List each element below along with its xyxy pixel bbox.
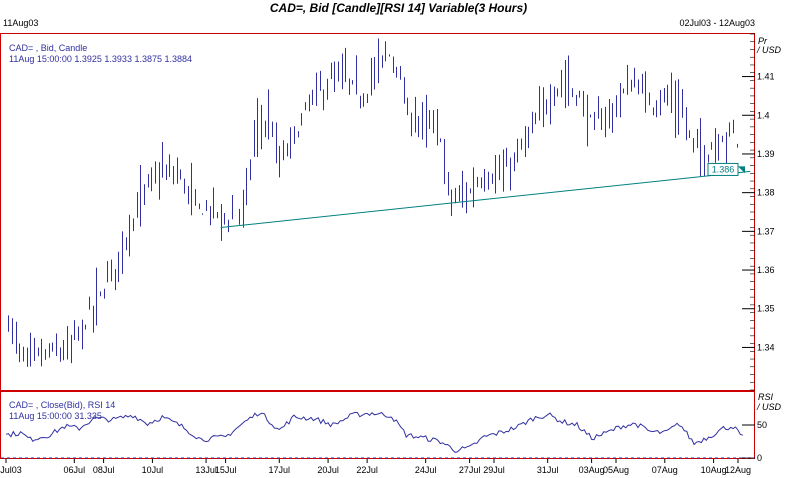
rsi-axis-tick-label: 0 (757, 453, 762, 463)
x-axis-tick-label: 10Aug (701, 465, 727, 475)
x-axis-tick-label: 05Aug (603, 465, 629, 475)
x-axis-tick-label: 06Jul (64, 465, 86, 475)
price-axis-tick-label: 1.37 (757, 226, 775, 236)
x-axis-tick-label: 03Aug (579, 465, 605, 475)
price-axis-tick-label: 1.34 (757, 342, 775, 352)
x-axis-tick-label: 20Jul (317, 465, 339, 475)
x-axis-tick-label: 17Jul (269, 465, 291, 475)
rsi-axis-tick-label: 50 (757, 420, 767, 430)
rsi-panel[interactable]: CAD= , Close(Bid), RSI 14 11Aug 15:00:00… (0, 391, 755, 459)
price-panel[interactable]: CAD= , Bid, Candle 11Aug 15:00:00 1.3925… (0, 33, 755, 391)
x-axis-tick-label: 27Jul (459, 465, 481, 475)
x-axis-tick-label: 15Jul (215, 465, 237, 475)
price-unit-line2: / USD (757, 45, 782, 55)
x-axis-tick-label: 10Jul (142, 465, 164, 475)
price-axis-tick-label: 1.36 (757, 265, 775, 275)
date-range-label: 02Jul03 - 12Aug03 (679, 18, 755, 28)
x-axis-tick-label: 07Aug (652, 465, 678, 475)
chart-title: CAD=, Bid [Candle][RSI 14] Variable(3 Ho… (269, 1, 528, 15)
current-date-label: 11Aug03 (3, 18, 39, 28)
price-legend-series: CAD= , Bid, Candle (9, 43, 88, 53)
price-legend-ohlc: 11Aug 15:00:00 1.3925 1.3933 1.3875 1.38… (9, 54, 193, 64)
rsi-unit-line1: RSI (758, 392, 774, 402)
price-axis-tick-label: 1.4 (757, 110, 770, 120)
x-axis-tick-label: 08Jul (93, 465, 115, 475)
rsi-legend-value: 11Aug 15:00:00 31.335 (9, 411, 102, 421)
x-axis-tick-label: 22Jul (356, 465, 378, 475)
price-axis-tick-label: 1.35 (757, 304, 775, 314)
x-axis-tick-label: 03Jul03 (0, 465, 22, 475)
price-axis-tick-label: 1.39 (757, 149, 775, 159)
rsi-legend-series: CAD= , Close(Bid), RSI 14 (9, 400, 116, 410)
x-axis-tick-label: 29Jul (483, 465, 505, 475)
x-axis-tick-label: 13Jul (195, 465, 217, 475)
rsi-unit-line2: / USD (757, 402, 782, 412)
price-unit-line1: Pr (758, 36, 767, 46)
x-axis-tick-label: 12Aug (725, 465, 751, 475)
price-axis-tick-label: 1.38 (757, 188, 775, 198)
x-axis-tick-label: 31Jul (537, 465, 559, 475)
x-axis-tick-label: 24Jul (415, 465, 437, 475)
price-axis-tick-label: 1.41 (757, 72, 775, 82)
